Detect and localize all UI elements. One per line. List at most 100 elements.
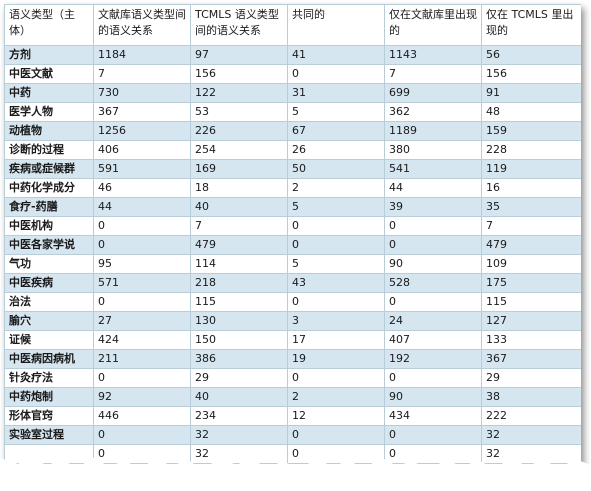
cell-literature-only: 0 [384, 235, 482, 255]
cell-literature-only: 0 [384, 425, 482, 445]
cell-literature-only: 0 [384, 444, 482, 464]
cell-tcmls-only: 56 [481, 45, 581, 65]
cell-tcmls-only: 159 [481, 121, 581, 141]
cell-tcmls-relations: 40 [190, 197, 288, 217]
cell-tcmls-relations: 32 [190, 425, 288, 445]
cell-literature-only: 1189 [384, 121, 482, 141]
cell-tcmls-only: 7 [481, 216, 581, 236]
cell-tcmls-only: 115 [481, 292, 581, 312]
table-row: 针灸疗法 0 29 0 0 29 [4, 368, 581, 388]
cell-semantic-type: 中医各家学说 [4, 235, 94, 255]
cell-tcmls-relations: 386 [190, 349, 288, 369]
table-row: 方剂 1184 97 41 1143 56 [4, 45, 581, 65]
table-row: 治法 0 115 0 0 115 [4, 292, 581, 312]
cell-semantic-type: 中药化学成分 [4, 178, 94, 198]
cell-tcmls-relations: 150 [190, 330, 288, 350]
cell-literature-only: 407 [384, 330, 482, 350]
cell-tcmls-relations: 53 [190, 102, 288, 122]
cell-literature-relations: 591 [93, 159, 191, 179]
cell-tcmls-only: 91 [481, 83, 581, 103]
header-common: 共同的 [287, 4, 385, 46]
cell-literature-relations: 211 [93, 349, 191, 369]
cell-literature-relations: 0 [93, 444, 191, 464]
cell-common: 19 [287, 349, 385, 369]
table-row: 中药化学成分 46 18 2 44 16 [4, 178, 581, 198]
cell-common: 0 [287, 235, 385, 255]
cell-tcmls-relations: 115 [190, 292, 288, 312]
cell-tcmls-relations: 130 [190, 311, 288, 331]
table-body: 方剂 1184 97 41 1143 56 中医文献 7 156 0 7 156 中药 730 122 31 6… [4, 45, 581, 464]
cell-semantic-type: 治法 [4, 292, 94, 312]
cell-tcmls-only: 16 [481, 178, 581, 198]
cell-common: 2 [287, 387, 385, 407]
cell-semantic-type: 食疗-药膳 [4, 197, 94, 217]
cell-semantic-type: 腧穴 [4, 311, 94, 331]
cell-literature-relations: 7 [93, 64, 191, 84]
cell-tcmls-only: 133 [481, 330, 581, 350]
cell-tcmls-only: 38 [481, 387, 581, 407]
table-row: 中医病因病机 211 386 19 192 367 [4, 349, 581, 369]
cell-semantic-type: 方剂 [4, 45, 94, 65]
cell-common: 3 [287, 311, 385, 331]
cell-semantic-type: 中药炮制 [4, 387, 94, 407]
cell-tcmls-relations: 114 [190, 254, 288, 274]
cell-literature-only: 528 [384, 273, 482, 293]
cell-tcmls-relations: 97 [190, 45, 288, 65]
header-literature-only: 仅在文献库里出现的 [384, 4, 482, 46]
cell-literature-only: 44 [384, 178, 482, 198]
cell-tcmls-relations: 32 [190, 444, 288, 464]
table-row: 形体官窍 446 234 12 434 222 [4, 406, 581, 426]
cell-semantic-type: 诊断的过程 [4, 140, 94, 160]
header-row: 语义类型（主体） 文献库语义类型间的语义关系 TCMLS 语义类型间的语义关系 … [4, 4, 581, 46]
cell-literature-only: 192 [384, 349, 482, 369]
cell-tcmls-relations: 156 [190, 64, 288, 84]
cell-tcmls-only: 29 [481, 368, 581, 388]
table-row: 疾病或症候群 591 169 50 541 119 [4, 159, 581, 179]
table-row: 0 32 0 0 32 [4, 444, 581, 464]
cell-tcmls-only: 35 [481, 197, 581, 217]
cell-literature-only: 541 [384, 159, 482, 179]
cell-tcmls-relations: 40 [190, 387, 288, 407]
cell-tcmls-only: 479 [481, 235, 581, 255]
table-row: 腧穴 27 130 3 24 127 [4, 311, 581, 331]
cell-literature-relations: 0 [93, 368, 191, 388]
cell-literature-only: 699 [384, 83, 482, 103]
cell-literature-relations: 27 [93, 311, 191, 331]
cell-common: 67 [287, 121, 385, 141]
cell-tcmls-relations: 122 [190, 83, 288, 103]
cell-common: 0 [287, 444, 385, 464]
cell-tcmls-relations: 234 [190, 406, 288, 426]
header-tcmls-relations: TCMLS 语义类型间的语义关系 [190, 4, 288, 46]
cell-common: 43 [287, 273, 385, 293]
cell-tcmls-only: 367 [481, 349, 581, 369]
cell-semantic-type: 中药 [4, 83, 94, 103]
cell-literature-relations: 446 [93, 406, 191, 426]
cell-semantic-type: 中医机构 [4, 216, 94, 236]
cell-literature-relations: 730 [93, 83, 191, 103]
cell-common: 0 [287, 425, 385, 445]
cell-tcmls-only: 222 [481, 406, 581, 426]
table-row: 中医各家学说 0 479 0 0 479 [4, 235, 581, 255]
cell-literature-only: 90 [384, 387, 482, 407]
cell-tcmls-relations: 226 [190, 121, 288, 141]
cell-tcmls-relations: 254 [190, 140, 288, 160]
cell-tcmls-relations: 218 [190, 273, 288, 293]
cell-literature-only: 434 [384, 406, 482, 426]
cell-literature-relations: 1256 [93, 121, 191, 141]
table-row: 中药 730 122 31 699 91 [4, 83, 581, 103]
header-tcmls-only: 仅在 TCMLS 里出现的 [481, 4, 581, 46]
cell-literature-only: 7 [384, 64, 482, 84]
cell-common: 12 [287, 406, 385, 426]
cell-literature-relations: 92 [93, 387, 191, 407]
cell-common: 41 [287, 45, 385, 65]
cell-tcmls-only: 32 [481, 425, 581, 445]
cell-tcmls-relations: 7 [190, 216, 288, 236]
cell-tcmls-only: 32 [481, 444, 581, 464]
cell-literature-only: 90 [384, 254, 482, 274]
cell-tcmls-only: 48 [481, 102, 581, 122]
cell-literature-relations: 95 [93, 254, 191, 274]
cell-literature-only: 24 [384, 311, 482, 331]
cell-literature-relations: 0 [93, 216, 191, 236]
cell-common: 0 [287, 64, 385, 84]
cell-semantic-type: 动植物 [4, 121, 94, 141]
